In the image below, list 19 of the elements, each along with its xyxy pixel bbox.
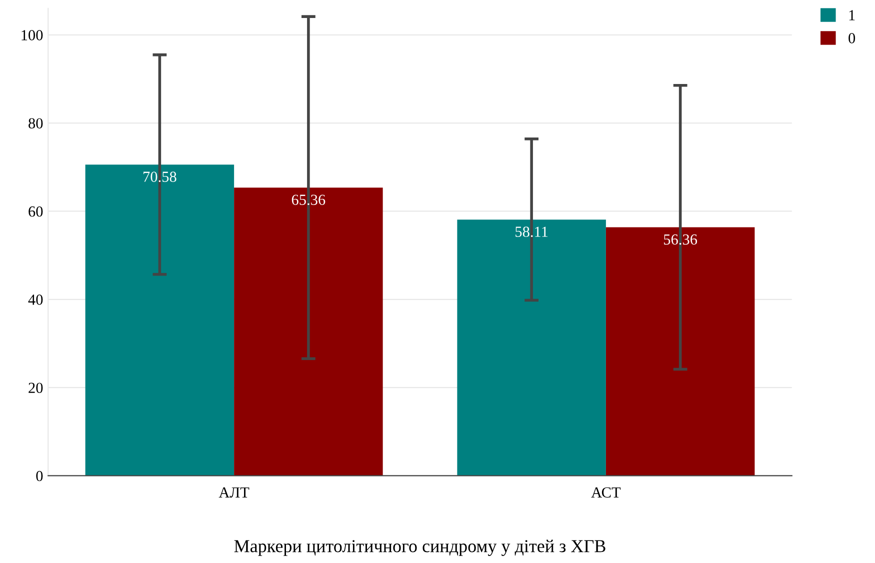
data-label: 65.36 xyxy=(292,194,326,206)
y-tick-label: 40 xyxy=(28,294,43,305)
x-axis-title: Маркери цитолітичного синдрому у дітей з ХГВ xyxy=(234,540,606,556)
legend-label: 1 xyxy=(849,10,855,20)
x-tick-label: АСТ xyxy=(591,487,621,498)
bar xyxy=(457,220,606,476)
bar xyxy=(85,164,234,476)
data-label: 70.58 xyxy=(144,172,176,182)
y-tick-label: 80 xyxy=(28,118,43,129)
legend-label: 0 xyxy=(848,33,856,44)
data-label: 58.11 xyxy=(516,226,548,237)
data-label: 56.36 xyxy=(664,234,698,245)
x-tick-label: АЛТ xyxy=(218,487,250,498)
y-tick-label: 20 xyxy=(28,382,43,394)
y-tick-label: 0 xyxy=(36,470,43,482)
y-tick-label: 100 xyxy=(22,30,43,40)
bar xyxy=(234,188,383,476)
bar xyxy=(606,227,755,476)
y-tick-label: 60 xyxy=(28,206,43,217)
